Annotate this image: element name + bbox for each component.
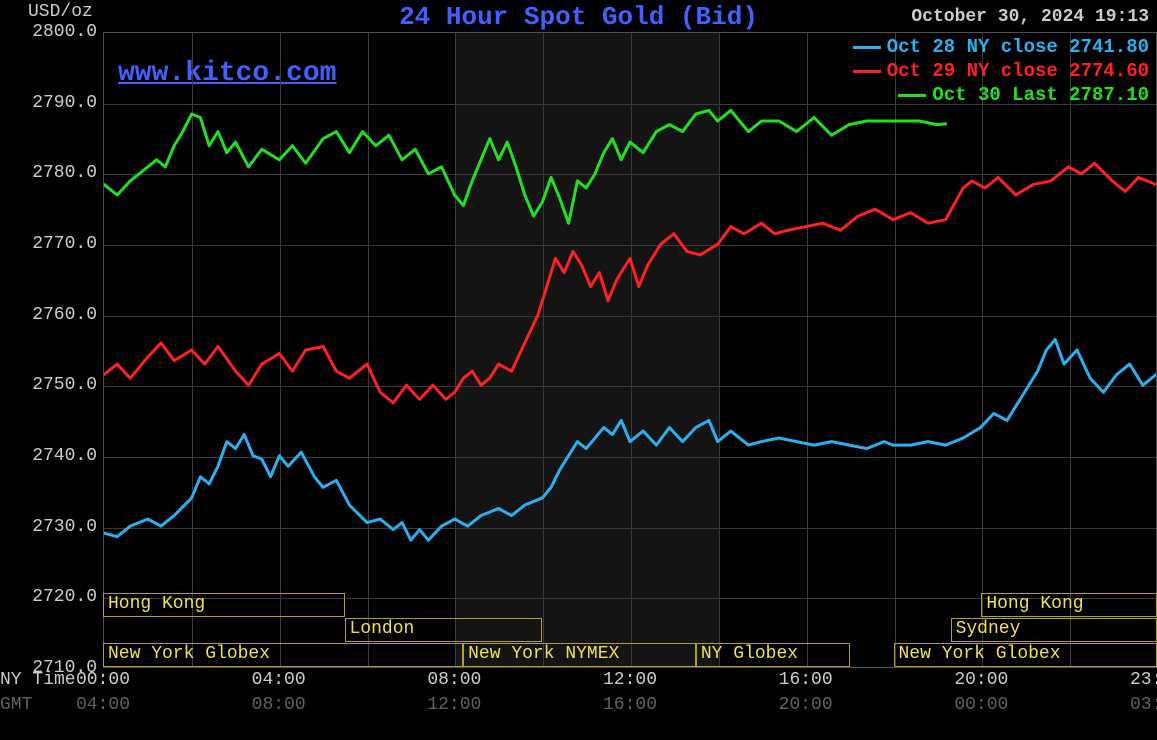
ytick-label: 2750.0 [32, 375, 97, 395]
market-session-box: New York Globex [894, 643, 1157, 667]
legend-label-1: Oct 29 NY close 2774.60 [887, 60, 1149, 82]
gridline-v [368, 33, 369, 667]
trading-hours-band [455, 33, 719, 667]
xtick-ny: 04:00 [252, 670, 306, 690]
plot-area [103, 32, 1157, 668]
gridline-h [104, 457, 1156, 458]
ytick-label: 2740.0 [32, 446, 97, 466]
market-session-box: Hong Kong [103, 593, 345, 617]
market-session-box: NY Globex [696, 643, 850, 667]
gridline-v [455, 33, 456, 667]
xtick-ny: 20:00 [954, 670, 1008, 690]
xtick-ny: 16:00 [779, 670, 833, 690]
gridline-h [104, 386, 1156, 387]
ytick-label: 2760.0 [32, 305, 97, 325]
market-session-box: Hong Kong [981, 593, 1157, 617]
gridline-v [719, 33, 720, 667]
ytick-label: 2720.0 [32, 587, 97, 607]
gridline-v [807, 33, 808, 667]
xtick-gmt: 12:00 [427, 695, 481, 715]
xtick-ny: 08:00 [427, 670, 481, 690]
gridline-v [543, 33, 544, 667]
xtick-ny: 23:59 [1130, 670, 1157, 690]
market-session-box: Sydney [951, 618, 1157, 642]
chart-stage: 24 Hour Spot Gold (Bid) October 30, 2024… [0, 0, 1157, 740]
xtick-ny: 00:00 [76, 670, 130, 690]
xtick-gmt: 00:00 [954, 695, 1008, 715]
ytick-label: 2790.0 [32, 93, 97, 113]
xtick-gmt: 20:00 [779, 695, 833, 715]
gridline-h [104, 316, 1156, 317]
gridline-h [104, 245, 1156, 246]
gridline-h [104, 528, 1156, 529]
gridline-v [982, 33, 983, 667]
legend-label-2: Oct 30 Last 2787.10 [932, 84, 1149, 106]
ytick-label: 2800.0 [32, 22, 97, 42]
xtick-gmt: 08:00 [252, 695, 306, 715]
legend-row-2: Oct 30 Last 2787.10 [898, 84, 1149, 106]
legend-row-1: Oct 29 NY close 2774.60 [853, 60, 1149, 82]
legend-label-0: Oct 28 NY close 2741.80 [887, 36, 1149, 58]
market-session-box: London [345, 618, 543, 642]
gridline-v [631, 33, 632, 667]
xtick-gmt: 16:00 [603, 695, 657, 715]
market-session-box: New York Globex [103, 643, 463, 667]
xtick-gmt: 04:00 [76, 695, 130, 715]
gridline-h [104, 174, 1156, 175]
ytick-label: 2770.0 [32, 234, 97, 254]
gmt-axis-label: GMT [0, 695, 32, 715]
market-session-box: New York NYMEX [463, 643, 696, 667]
legend-swatch-2 [898, 94, 926, 97]
legend-swatch-1 [853, 70, 881, 73]
chart-timestamp: October 30, 2024 19:13 [911, 7, 1149, 27]
ytick-label: 2780.0 [32, 163, 97, 183]
ytick-label: 2730.0 [32, 517, 97, 537]
xtick-gmt: 03:59 [1130, 695, 1157, 715]
gridline-v [895, 33, 896, 667]
legend-row-0: Oct 28 NY close 2741.80 [853, 36, 1149, 58]
y-axis-label: USD/oz [28, 2, 93, 22]
xtick-ny: 12:00 [603, 670, 657, 690]
gridline-v [192, 33, 193, 667]
gridline-v [1070, 33, 1071, 667]
legend-swatch-0 [853, 46, 881, 49]
gridline-v [280, 33, 281, 667]
